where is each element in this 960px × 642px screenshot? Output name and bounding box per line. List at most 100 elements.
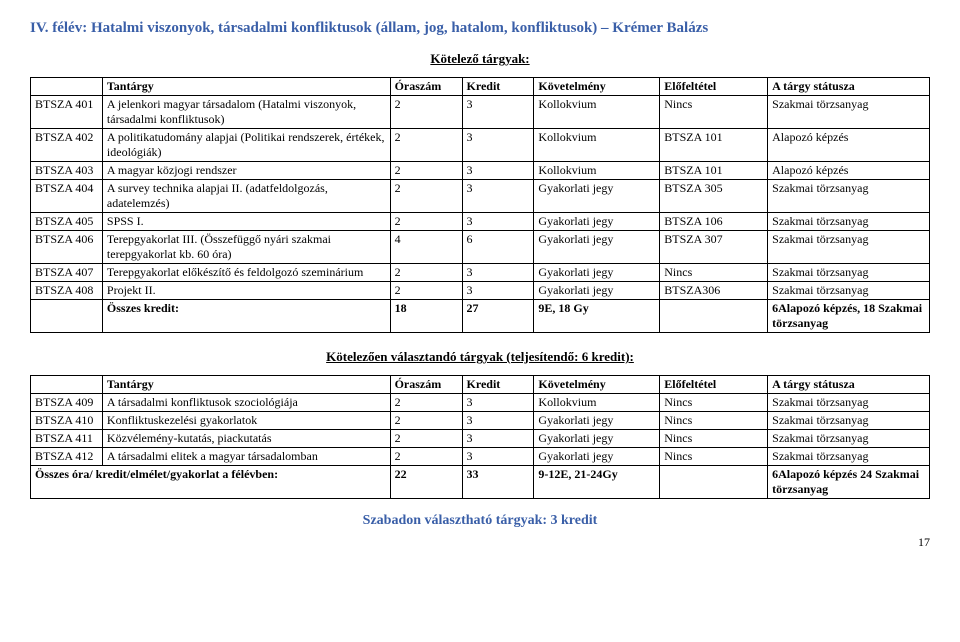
cell-kredit: 3 bbox=[462, 282, 534, 300]
cell-elo: Nincs bbox=[660, 448, 768, 466]
cell-sum-stat: 6Alapozó képzés, 18 Szakmai törzsanyag bbox=[768, 300, 930, 333]
cell-stat: Alapozó képzés bbox=[768, 162, 930, 180]
cell-code: BTSZA 410 bbox=[31, 412, 103, 430]
summary-row: Összes óra/ kredit/elmélet/gyakorlat a f… bbox=[31, 466, 930, 499]
th-elofeltetel: Előfeltétel bbox=[660, 376, 768, 394]
cell-kredit: 3 bbox=[462, 412, 534, 430]
section2-heading: Kötelezően választandó tárgyak (teljesít… bbox=[30, 349, 930, 365]
cell-sum-kov: 9-12E, 21-24Gy bbox=[534, 466, 660, 499]
th-blank bbox=[31, 376, 103, 394]
cell-ora: 2 bbox=[390, 282, 462, 300]
cell-name: A társadalmi elitek a magyar társadalomb… bbox=[102, 448, 390, 466]
cell-sum-stat: 6Alapozó képzés 24 Szakmai törzsanyag bbox=[768, 466, 930, 499]
th-elofeltetel: Előfeltétel bbox=[660, 78, 768, 96]
cell-elo: BTSZA 305 bbox=[660, 180, 768, 213]
cell-stat: Szakmai törzsanyag bbox=[768, 282, 930, 300]
cell-kov: Kollokvium bbox=[534, 129, 660, 162]
cell-kov: Gyakorlati jegy bbox=[534, 448, 660, 466]
th-blank bbox=[31, 78, 103, 96]
cell-elo: Nincs bbox=[660, 264, 768, 282]
cell-elo: Nincs bbox=[660, 96, 768, 129]
cell-code: BTSZA 412 bbox=[31, 448, 103, 466]
th-oraszam: Óraszám bbox=[390, 376, 462, 394]
cell-code: BTSZA 403 bbox=[31, 162, 103, 180]
table-row: BTSZA 407 Terepgyakorlat előkészítő és f… bbox=[31, 264, 930, 282]
cell-name: A politikatudomány alapjai (Politikai re… bbox=[102, 129, 390, 162]
elective-table: Tantárgy Óraszám Kredit Követelmény Előf… bbox=[30, 375, 930, 499]
cell-kredit: 3 bbox=[462, 180, 534, 213]
cell-ora: 2 bbox=[390, 129, 462, 162]
cell-ora: 2 bbox=[390, 264, 462, 282]
table-row: BTSZA 410 Konfliktuskezelési gyakorlatok… bbox=[31, 412, 930, 430]
cell-elo: BTSZA306 bbox=[660, 282, 768, 300]
cell-ora: 2 bbox=[390, 96, 462, 129]
cell-kredit: 3 bbox=[462, 96, 534, 129]
cell-kredit: 3 bbox=[462, 448, 534, 466]
mandatory-table: Tantárgy Óraszám Kredit Követelmény Előf… bbox=[30, 77, 930, 333]
cell-code: BTSZA 404 bbox=[31, 180, 103, 213]
cell-elo: BTSZA 307 bbox=[660, 231, 768, 264]
table-row: BTSZA 411 Közvélemény-kutatás, piackutat… bbox=[31, 430, 930, 448]
cell-kov: Gyakorlati jegy bbox=[534, 180, 660, 213]
cell-elo: Nincs bbox=[660, 412, 768, 430]
cell-ora: 2 bbox=[390, 412, 462, 430]
cell-name: Konfliktuskezelési gyakorlatok bbox=[102, 412, 390, 430]
cell-stat: Szakmai törzsanyag bbox=[768, 264, 930, 282]
cell-name: A társadalmi konfliktusok szociológiája bbox=[102, 394, 390, 412]
cell-elo: BTSZA 106 bbox=[660, 213, 768, 231]
cell-sum-kredit: 27 bbox=[462, 300, 534, 333]
table-header-row: Tantárgy Óraszám Kredit Követelmény Előf… bbox=[31, 376, 930, 394]
table-row: BTSZA 406 Terepgyakorlat III. (Összefügg… bbox=[31, 231, 930, 264]
cell-kov: Gyakorlati jegy bbox=[534, 412, 660, 430]
th-kovetelmeny: Követelmény bbox=[534, 78, 660, 96]
cell-code: BTSZA 408 bbox=[31, 282, 103, 300]
cell-kredit: 3 bbox=[462, 162, 534, 180]
cell-kredit: 3 bbox=[462, 430, 534, 448]
summary-row: Összes kredit: 18 27 9E, 18 Gy 6Alapozó … bbox=[31, 300, 930, 333]
table-row: BTSZA 403 A magyar közjogi rendszer 2 3 … bbox=[31, 162, 930, 180]
cell-stat: Szakmai törzsanyag bbox=[768, 430, 930, 448]
cell-sum-ora: 22 bbox=[390, 466, 462, 499]
cell-blank bbox=[660, 300, 768, 333]
cell-stat: Szakmai törzsanyag bbox=[768, 180, 930, 213]
cell-kredit: 6 bbox=[462, 231, 534, 264]
free-elective-heading: Szabadon választható tárgyak: 3 kredit bbox=[30, 513, 930, 529]
cell-kredit: 3 bbox=[462, 213, 534, 231]
th-kredit: Kredit bbox=[462, 78, 534, 96]
table-row: BTSZA 408 Projekt II. 2 3 Gyakorlati jeg… bbox=[31, 282, 930, 300]
cell-elo: Nincs bbox=[660, 430, 768, 448]
th-kredit: Kredit bbox=[462, 376, 534, 394]
cell-kov: Kollokvium bbox=[534, 394, 660, 412]
cell-blank bbox=[31, 300, 103, 333]
cell-ora: 2 bbox=[390, 430, 462, 448]
cell-name: Projekt II. bbox=[102, 282, 390, 300]
cell-ora: 4 bbox=[390, 231, 462, 264]
cell-code: BTSZA 407 bbox=[31, 264, 103, 282]
cell-kov: Kollokvium bbox=[534, 162, 660, 180]
table-row: BTSZA 402 A politikatudomány alapjai (Po… bbox=[31, 129, 930, 162]
cell-ora: 2 bbox=[390, 162, 462, 180]
cell-kov: Gyakorlati jegy bbox=[534, 213, 660, 231]
cell-sum-kov: 9E, 18 Gy bbox=[534, 300, 660, 333]
cell-ora: 2 bbox=[390, 448, 462, 466]
cell-stat: Szakmai törzsanyag bbox=[768, 412, 930, 430]
cell-blank bbox=[660, 466, 768, 499]
th-statusza: A tárgy státusza bbox=[768, 376, 930, 394]
cell-elo: BTSZA 101 bbox=[660, 162, 768, 180]
cell-name: Terepgyakorlat III. (Összefüggő nyári sz… bbox=[102, 231, 390, 264]
cell-name: SPSS I. bbox=[102, 213, 390, 231]
th-tantargy: Tantárgy bbox=[102, 376, 390, 394]
cell-sum-kredit: 33 bbox=[462, 466, 534, 499]
table-header-row: Tantárgy Óraszám Kredit Követelmény Előf… bbox=[31, 78, 930, 96]
table-row: BTSZA 409 A társadalmi konfliktusok szoc… bbox=[31, 394, 930, 412]
cell-name: Közvélemény-kutatás, piackutatás bbox=[102, 430, 390, 448]
cell-kov: Gyakorlati jegy bbox=[534, 231, 660, 264]
cell-name: Terepgyakorlat előkészítő és feldolgozó … bbox=[102, 264, 390, 282]
cell-code: BTSZA 405 bbox=[31, 213, 103, 231]
table-row: BTSZA 404 A survey technika alapjai II. … bbox=[31, 180, 930, 213]
cell-sum-label: Összes kredit: bbox=[102, 300, 390, 333]
cell-elo: Nincs bbox=[660, 394, 768, 412]
cell-code: BTSZA 401 bbox=[31, 96, 103, 129]
cell-code: BTSZA 409 bbox=[31, 394, 103, 412]
table-row: BTSZA 401 A jelenkori magyar társadalom … bbox=[31, 96, 930, 129]
